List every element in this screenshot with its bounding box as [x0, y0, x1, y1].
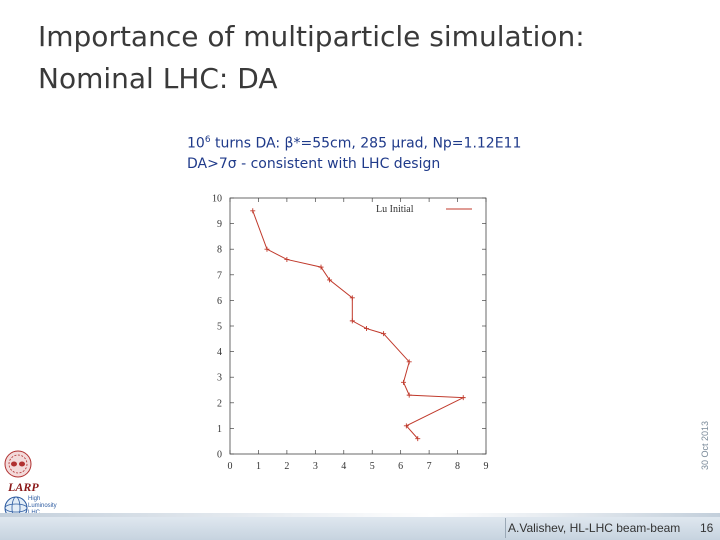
- y-tick-label: 3: [217, 373, 222, 384]
- y-tick-label: 4: [217, 347, 222, 358]
- hl-line: High: [28, 496, 41, 502]
- data-point: [318, 264, 324, 270]
- y-tick-label: 7: [217, 270, 222, 281]
- data-point: [406, 359, 412, 365]
- data-point: [364, 326, 370, 332]
- data-point: [406, 392, 412, 398]
- data-point: [250, 208, 256, 214]
- subtitle-line1: 106 turns DA: β*=55cm, 285 μrad, Np=1.12…: [187, 135, 521, 152]
- footer-accent: [0, 513, 720, 517]
- y-tick-label: 0: [217, 450, 222, 461]
- y-tick-label: 8: [217, 245, 222, 256]
- plot-frame: [229, 197, 487, 455]
- x-tick-label: 9: [484, 461, 489, 472]
- larp-logo-text: LARP: [8, 480, 39, 494]
- y-tick-label: 1: [217, 424, 222, 435]
- x-tick-label: 8: [455, 461, 460, 472]
- data-point: [401, 379, 407, 385]
- data-point: [327, 277, 333, 283]
- footer-bar: [0, 517, 720, 540]
- slide-title-line1: Importance of multiparticle simulation:: [38, 20, 585, 53]
- data-point: [349, 318, 355, 324]
- x-tick-label: 6: [398, 461, 403, 472]
- data-point: [349, 295, 355, 301]
- data-point: [284, 256, 290, 262]
- subtitle-base: 10: [187, 135, 205, 152]
- slide-title-line2: Nominal LHC: DA: [38, 62, 278, 95]
- data-point: [403, 423, 409, 429]
- x-tick-label: 3: [313, 461, 318, 472]
- y-tick-label: 2: [217, 398, 222, 409]
- data-point: [415, 436, 421, 442]
- hl-line: Luminosity: [28, 503, 57, 509]
- subtitle-exponent: 6: [204, 135, 211, 145]
- x-tick-label: 4: [341, 461, 346, 472]
- y-tick-label: 5: [217, 322, 222, 333]
- x-tick-label: 0: [228, 461, 233, 472]
- x-tick-label: 7: [427, 461, 432, 472]
- page-number: 16: [700, 521, 714, 535]
- data-point: [381, 331, 387, 337]
- y-tick-label: 6: [217, 296, 222, 307]
- data-point: [264, 246, 270, 252]
- larp-emblem-icon: [4, 450, 32, 478]
- date-label: 30 Oct 2013: [700, 420, 710, 470]
- footer-divider: [505, 518, 506, 538]
- subtitle-rest: turns DA: β*=55cm, 285 μrad, Np=1.12E11: [210, 135, 522, 152]
- legend-label: Lu Initial: [376, 204, 414, 215]
- x-tick-label: 5: [370, 461, 375, 472]
- footer-author: A.Valishev, HL-LHC beam-beam: [508, 521, 681, 535]
- y-tick-label: 10: [212, 194, 222, 205]
- subtitle-line2: DA>7σ - consistent with LHC design: [187, 156, 441, 172]
- series-line: [252, 210, 466, 439]
- x-tick-label: 2: [284, 461, 289, 472]
- x-tick-label: 1: [256, 461, 261, 472]
- da-chart: 0 1 2 3 4 5 6 7 8 9 0 1 2 3 4 5 6 7 8 9 10 Lu Initial: [212, 194, 489, 473]
- y-tick-label: 9: [217, 219, 222, 230]
- data-point: [460, 395, 466, 401]
